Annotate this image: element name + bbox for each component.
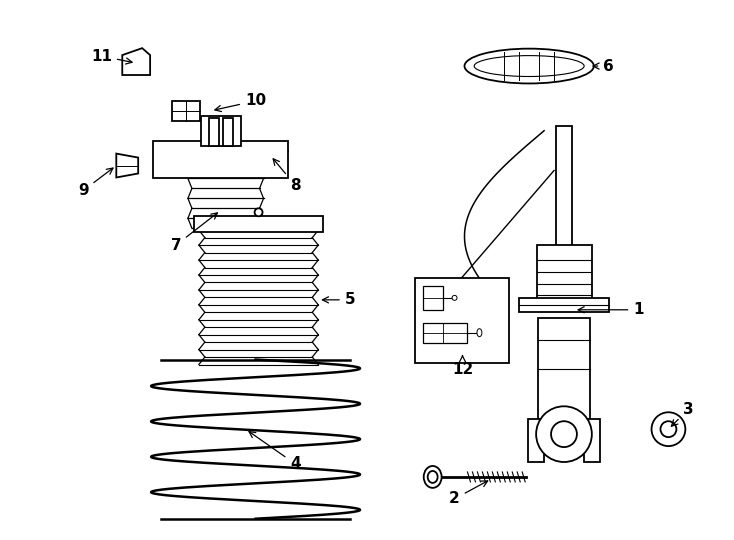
- Bar: [222, 118, 233, 146]
- Bar: [208, 118, 219, 146]
- Ellipse shape: [255, 208, 263, 217]
- Ellipse shape: [652, 412, 686, 446]
- Text: 10: 10: [215, 93, 266, 112]
- Text: 11: 11: [91, 49, 132, 64]
- Ellipse shape: [474, 56, 584, 77]
- Bar: [172, 101, 200, 121]
- Bar: [538, 318, 590, 419]
- Text: 4: 4: [249, 431, 301, 471]
- Bar: [556, 126, 572, 280]
- Ellipse shape: [477, 329, 482, 336]
- Polygon shape: [116, 153, 138, 178]
- Ellipse shape: [465, 49, 594, 84]
- Ellipse shape: [452, 295, 457, 300]
- Text: 2: 2: [449, 481, 487, 507]
- Text: 3: 3: [672, 402, 694, 426]
- Text: 7: 7: [171, 213, 217, 253]
- Bar: [537, 245, 592, 310]
- Bar: [194, 217, 323, 232]
- Bar: [153, 140, 288, 179]
- Ellipse shape: [428, 471, 437, 483]
- Bar: [423, 286, 443, 310]
- Ellipse shape: [551, 421, 577, 447]
- Text: 5: 5: [322, 292, 355, 307]
- Ellipse shape: [424, 466, 442, 488]
- Ellipse shape: [536, 406, 592, 462]
- Bar: [423, 323, 468, 342]
- Bar: [584, 419, 600, 462]
- Polygon shape: [123, 48, 150, 75]
- Bar: [519, 298, 608, 312]
- Text: 12: 12: [452, 356, 473, 377]
- Ellipse shape: [661, 421, 677, 437]
- Bar: [415, 278, 509, 362]
- Text: 8: 8: [273, 159, 301, 193]
- Bar: [528, 419, 544, 462]
- Bar: [201, 116, 241, 146]
- Text: 1: 1: [578, 302, 644, 318]
- Text: 6: 6: [593, 58, 614, 73]
- Text: 9: 9: [78, 168, 113, 198]
